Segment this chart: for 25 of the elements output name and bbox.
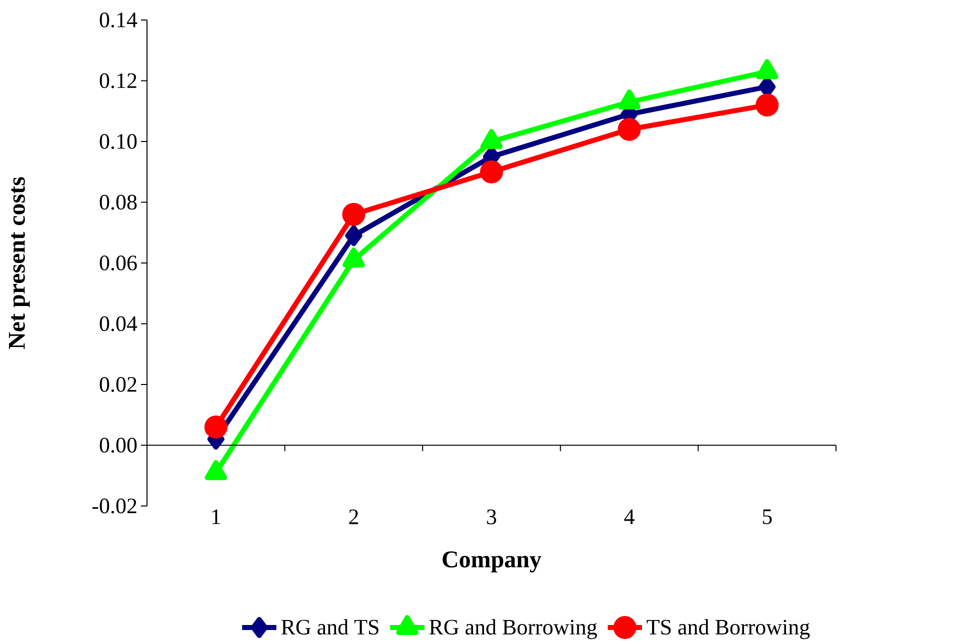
legend-label: RG and TS [281, 619, 378, 635]
point [204, 416, 228, 439]
point [345, 225, 362, 246]
y-tick-label: 0.12 [100, 73, 136, 88]
y-tick-label: 0.02 [100, 377, 136, 392]
y-tick-label: 0.04 [100, 316, 138, 332]
y-tick-label: 0.06 [100, 256, 137, 270]
x-axis-title: Company [442, 551, 542, 572]
y-tick-label: 0.10 [100, 134, 137, 149]
point [756, 94, 779, 117]
y-tick-label: -0.02 [92, 498, 136, 514]
x-tick-label: 5 [762, 510, 772, 524]
x-tick-label: 4 [624, 510, 634, 524]
legend-label: RG and Borrowing [429, 619, 597, 640]
point [480, 160, 504, 184]
point [342, 202, 366, 226]
y-tick-label: 0.14 [100, 12, 138, 28]
x-tick-label: 2 [349, 510, 358, 524]
x-tick-label: 1 [212, 510, 220, 524]
y-tick-label: 0.08 [100, 194, 137, 210]
y-tick-label: 0.00 [100, 438, 137, 453]
point [618, 118, 641, 141]
legend-label: TS and Borrowing [646, 619, 810, 640]
x-tick-label: 3 [487, 510, 496, 524]
y-axis-title: Net present costs [8, 177, 30, 349]
